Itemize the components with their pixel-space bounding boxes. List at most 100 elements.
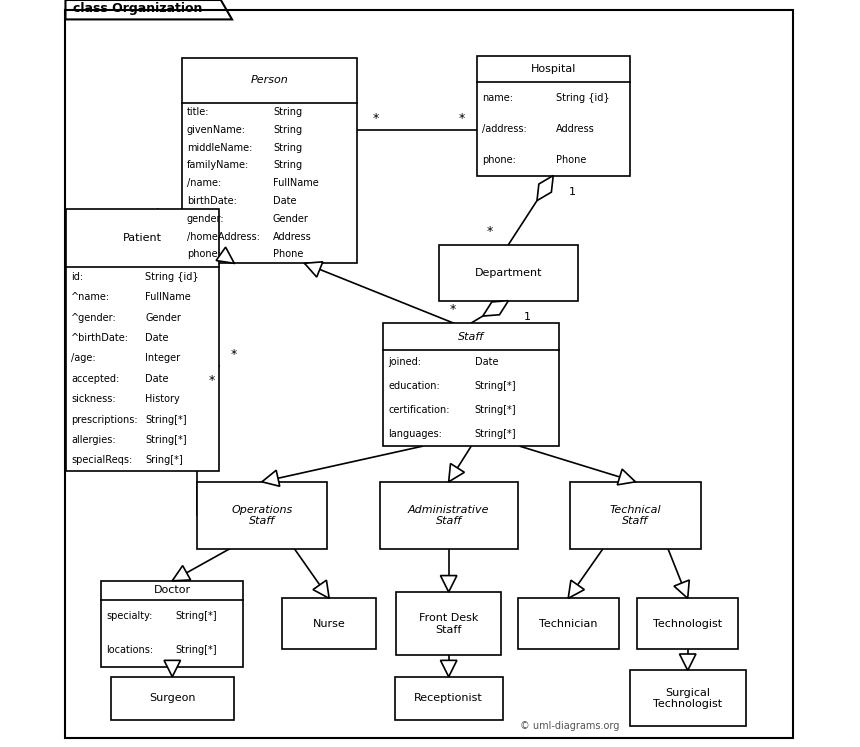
Bar xyxy=(570,482,701,549)
Text: Date: Date xyxy=(145,333,169,343)
Bar xyxy=(181,58,357,264)
Bar xyxy=(282,598,376,649)
Text: certification:: certification: xyxy=(389,406,450,415)
Text: *: * xyxy=(458,112,465,125)
Bar xyxy=(111,677,234,720)
Text: © uml-diagrams.org: © uml-diagrams.org xyxy=(519,721,619,731)
Polygon shape xyxy=(440,660,457,677)
Text: Address: Address xyxy=(273,232,311,241)
Text: education:: education: xyxy=(389,381,440,391)
Text: phone:: phone: xyxy=(187,249,221,259)
Text: middleName:: middleName: xyxy=(187,143,252,152)
Text: Technical
Staff: Technical Staff xyxy=(610,505,661,526)
Bar xyxy=(518,598,618,649)
Polygon shape xyxy=(164,660,181,677)
Text: Phone: Phone xyxy=(273,249,304,259)
Polygon shape xyxy=(537,176,553,201)
Text: String[*]: String[*] xyxy=(475,430,516,439)
Text: specialty:: specialty: xyxy=(107,612,153,622)
Text: ^birthDate:: ^birthDate: xyxy=(71,333,129,343)
Polygon shape xyxy=(449,464,464,482)
Text: givenName:: givenName: xyxy=(187,125,246,134)
Text: Date: Date xyxy=(273,196,297,206)
Text: 1: 1 xyxy=(524,312,531,322)
Text: locations:: locations: xyxy=(107,645,154,655)
Text: allergies:: allergies: xyxy=(71,435,116,445)
Text: /name:: /name: xyxy=(187,179,221,188)
Text: String[*]: String[*] xyxy=(145,415,187,424)
Text: Phone: Phone xyxy=(556,155,587,165)
Text: String: String xyxy=(273,143,302,152)
Text: String {id}: String {id} xyxy=(145,272,200,282)
Text: Receptionist: Receptionist xyxy=(415,693,483,704)
Text: Hospital: Hospital xyxy=(531,64,576,74)
Bar xyxy=(439,245,578,300)
Text: Surgeon: Surgeon xyxy=(149,693,195,704)
Text: gender:: gender: xyxy=(187,214,224,224)
Text: ^gender:: ^gender: xyxy=(71,313,117,323)
Polygon shape xyxy=(674,580,689,598)
Text: sickness:: sickness: xyxy=(71,394,116,404)
Text: *: * xyxy=(449,303,456,316)
Text: class Organization: class Organization xyxy=(73,2,202,16)
Text: Person: Person xyxy=(250,75,288,85)
Polygon shape xyxy=(172,565,191,581)
Text: FullName: FullName xyxy=(273,179,319,188)
Text: Gender: Gender xyxy=(273,214,309,224)
Bar xyxy=(630,671,746,726)
Text: String: String xyxy=(273,107,302,117)
Text: Staff: Staff xyxy=(458,332,484,341)
Text: Nurse: Nurse xyxy=(313,619,346,629)
Polygon shape xyxy=(679,654,696,671)
Text: Surgical
Technologist: Surgical Technologist xyxy=(653,688,722,709)
Text: FullName: FullName xyxy=(145,292,191,303)
Bar xyxy=(101,581,243,666)
Text: /homeAddress:: /homeAddress: xyxy=(187,232,260,241)
Text: Doctor: Doctor xyxy=(154,585,191,595)
Text: *: * xyxy=(372,112,379,125)
Text: languages:: languages: xyxy=(389,430,442,439)
Text: name:: name: xyxy=(482,93,513,103)
Text: Patient: Patient xyxy=(123,233,162,243)
Text: ^name:: ^name: xyxy=(71,292,110,303)
Text: Sring[*]: Sring[*] xyxy=(145,456,183,465)
Bar xyxy=(396,592,501,656)
Text: Technician: Technician xyxy=(539,619,598,629)
Polygon shape xyxy=(568,580,584,598)
Bar xyxy=(476,56,630,176)
Text: birthDate:: birthDate: xyxy=(187,196,237,206)
Text: Date: Date xyxy=(145,374,169,384)
Text: /address:: /address: xyxy=(482,124,526,134)
Text: Date: Date xyxy=(475,357,498,368)
Text: title:: title: xyxy=(187,107,209,117)
Polygon shape xyxy=(617,469,636,485)
Polygon shape xyxy=(313,580,329,598)
Text: String[*]: String[*] xyxy=(175,645,217,655)
Bar xyxy=(637,598,738,649)
Text: Technologist: Technologist xyxy=(653,619,722,629)
Text: Operations
Staff: Operations Staff xyxy=(231,505,292,526)
Text: String {id}: String {id} xyxy=(556,93,610,103)
Text: joined:: joined: xyxy=(389,357,421,368)
Text: Department: Department xyxy=(475,267,542,278)
Polygon shape xyxy=(304,261,322,277)
Text: *: * xyxy=(487,225,493,238)
Polygon shape xyxy=(262,470,280,486)
Bar xyxy=(384,323,559,447)
Bar xyxy=(197,482,328,549)
Bar xyxy=(395,677,503,720)
Bar xyxy=(379,482,518,549)
Text: *: * xyxy=(208,374,215,388)
Text: String: String xyxy=(273,125,302,134)
Text: String[*]: String[*] xyxy=(475,381,516,391)
Text: Gender: Gender xyxy=(145,313,181,323)
Text: Address: Address xyxy=(556,124,595,134)
Text: specialReqs:: specialReqs: xyxy=(71,456,132,465)
Text: id:: id: xyxy=(71,272,83,282)
Text: Integer: Integer xyxy=(145,353,181,364)
Text: familyName:: familyName: xyxy=(187,161,249,170)
Text: /age:: /age: xyxy=(71,353,95,364)
Polygon shape xyxy=(440,575,457,592)
Text: History: History xyxy=(145,394,181,404)
Text: String[*]: String[*] xyxy=(175,612,217,622)
